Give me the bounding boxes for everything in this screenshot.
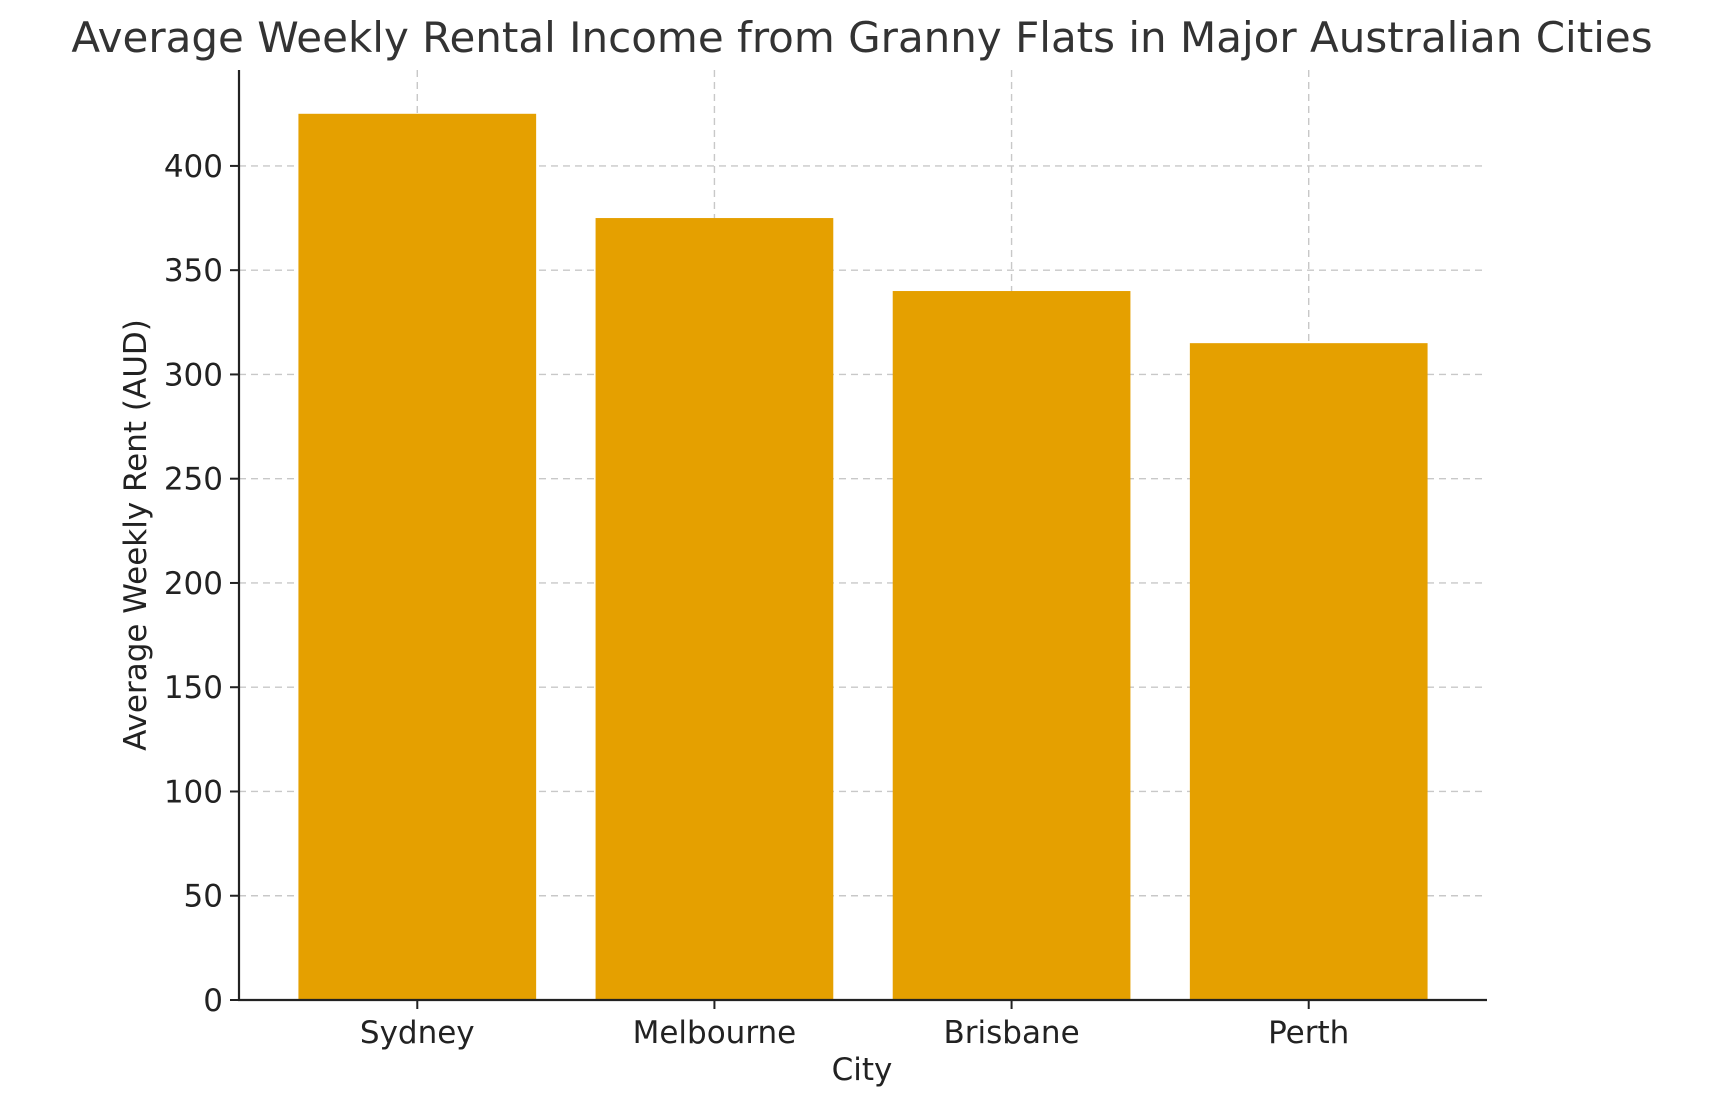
x-ticks: Sydney Melbourne Brisbane Perth	[360, 1000, 1349, 1051]
bar-brisbane	[892, 291, 1131, 1001]
y-tick-label: 400	[164, 149, 223, 185]
y-axis-label: Average Weekly Rent (AUD)	[118, 319, 154, 751]
y-tick-label: 100	[164, 774, 223, 810]
x-tick-label: Melbourne	[633, 1015, 797, 1051]
x-tick-label: Sydney	[360, 1015, 475, 1051]
x-axis-label: City	[832, 1052, 893, 1088]
bar-sydney	[298, 113, 537, 1000]
bar-perth	[1189, 343, 1428, 1000]
y-tick-label: 200	[164, 566, 223, 602]
x-tick-label: Perth	[1268, 1015, 1349, 1051]
y-tick-label: 0	[203, 983, 223, 1019]
bar-melbourne	[595, 218, 834, 1001]
y-tick-label: 300	[164, 357, 223, 393]
y-tick-label: 350	[164, 253, 223, 289]
y-tick-label: 50	[184, 879, 223, 915]
chart-title: Average Weekly Rental Income from Granny…	[71, 13, 1652, 62]
y-tick-label: 150	[164, 670, 223, 706]
bars	[298, 113, 1428, 1001]
x-tick-label: Brisbane	[943, 1015, 1079, 1051]
axes	[237, 70, 1487, 1002]
y-ticks: 0 50 100 150 200 250 300 350 400	[164, 149, 239, 1019]
y-tick-label: 250	[164, 462, 223, 498]
